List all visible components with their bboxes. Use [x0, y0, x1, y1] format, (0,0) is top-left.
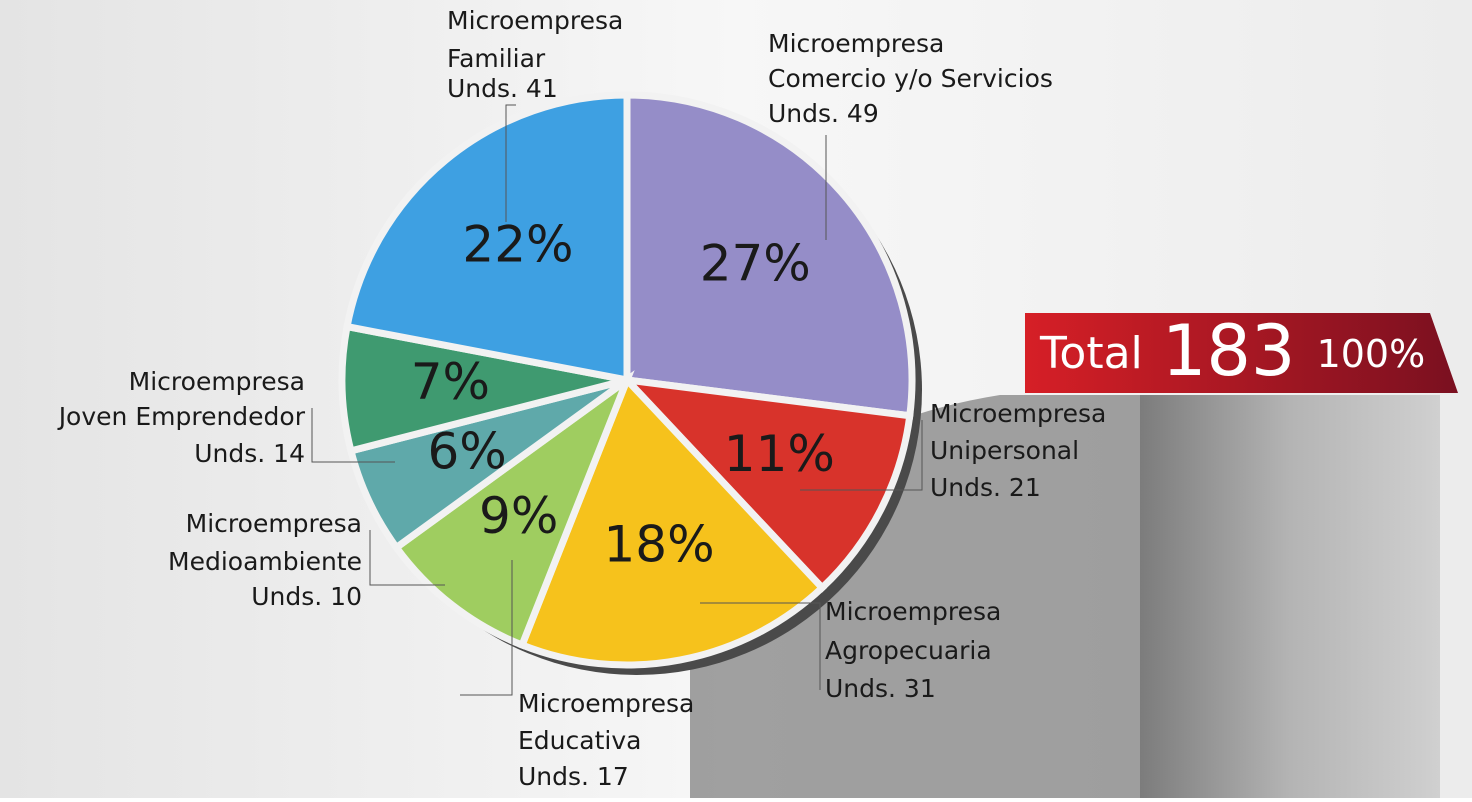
- percent-label: 7%: [411, 353, 490, 411]
- category-label: Agropecuaria: [825, 636, 992, 665]
- total-banner: Total 183 100%: [1025, 310, 1458, 393]
- category-label: Joven Emprendedor: [57, 402, 306, 431]
- category-label: Microempresa: [129, 367, 305, 396]
- category-label: Unds. 41: [447, 74, 558, 103]
- percent-label: 22%: [462, 216, 573, 274]
- percent-label: 18%: [603, 515, 714, 573]
- category-label: Unds. 17: [518, 762, 629, 791]
- category-label: Unds. 10: [251, 582, 362, 611]
- category-label: Educativa: [518, 726, 641, 755]
- category-label: Unds. 49: [768, 99, 879, 128]
- total-value: 183: [1162, 310, 1296, 392]
- category-label: Comercio y/o Servicios: [768, 64, 1053, 93]
- category-label: Unds. 21: [930, 473, 1041, 502]
- percent-label: 9%: [479, 487, 558, 545]
- total-percent: 100%: [1317, 332, 1426, 376]
- category-label: Unds. 31: [825, 674, 936, 703]
- percent-label: 11%: [724, 425, 835, 483]
- percent-label: 6%: [427, 423, 506, 481]
- category-label: Unipersonal: [930, 436, 1079, 465]
- category-label: Microempresa: [768, 29, 944, 58]
- category-label: Microempresa: [825, 597, 1001, 626]
- category-label: Unds. 14: [194, 439, 305, 468]
- photo-area: [1140, 395, 1440, 798]
- category-label: Medioambiente: [168, 547, 362, 576]
- category-label: Microempresa: [930, 399, 1106, 428]
- chart: 27% 11%18% 9% 6% 7% 22% Microempresa Comercio y…: [0, 0, 1472, 798]
- category-label: Familiar: [447, 44, 546, 73]
- category-label: Microempresa: [447, 6, 623, 35]
- total-label: Total: [1039, 328, 1143, 379]
- percent-label: 27%: [700, 234, 811, 292]
- category-label: Microempresa: [186, 509, 362, 538]
- category-label: Microempresa: [518, 689, 694, 718]
